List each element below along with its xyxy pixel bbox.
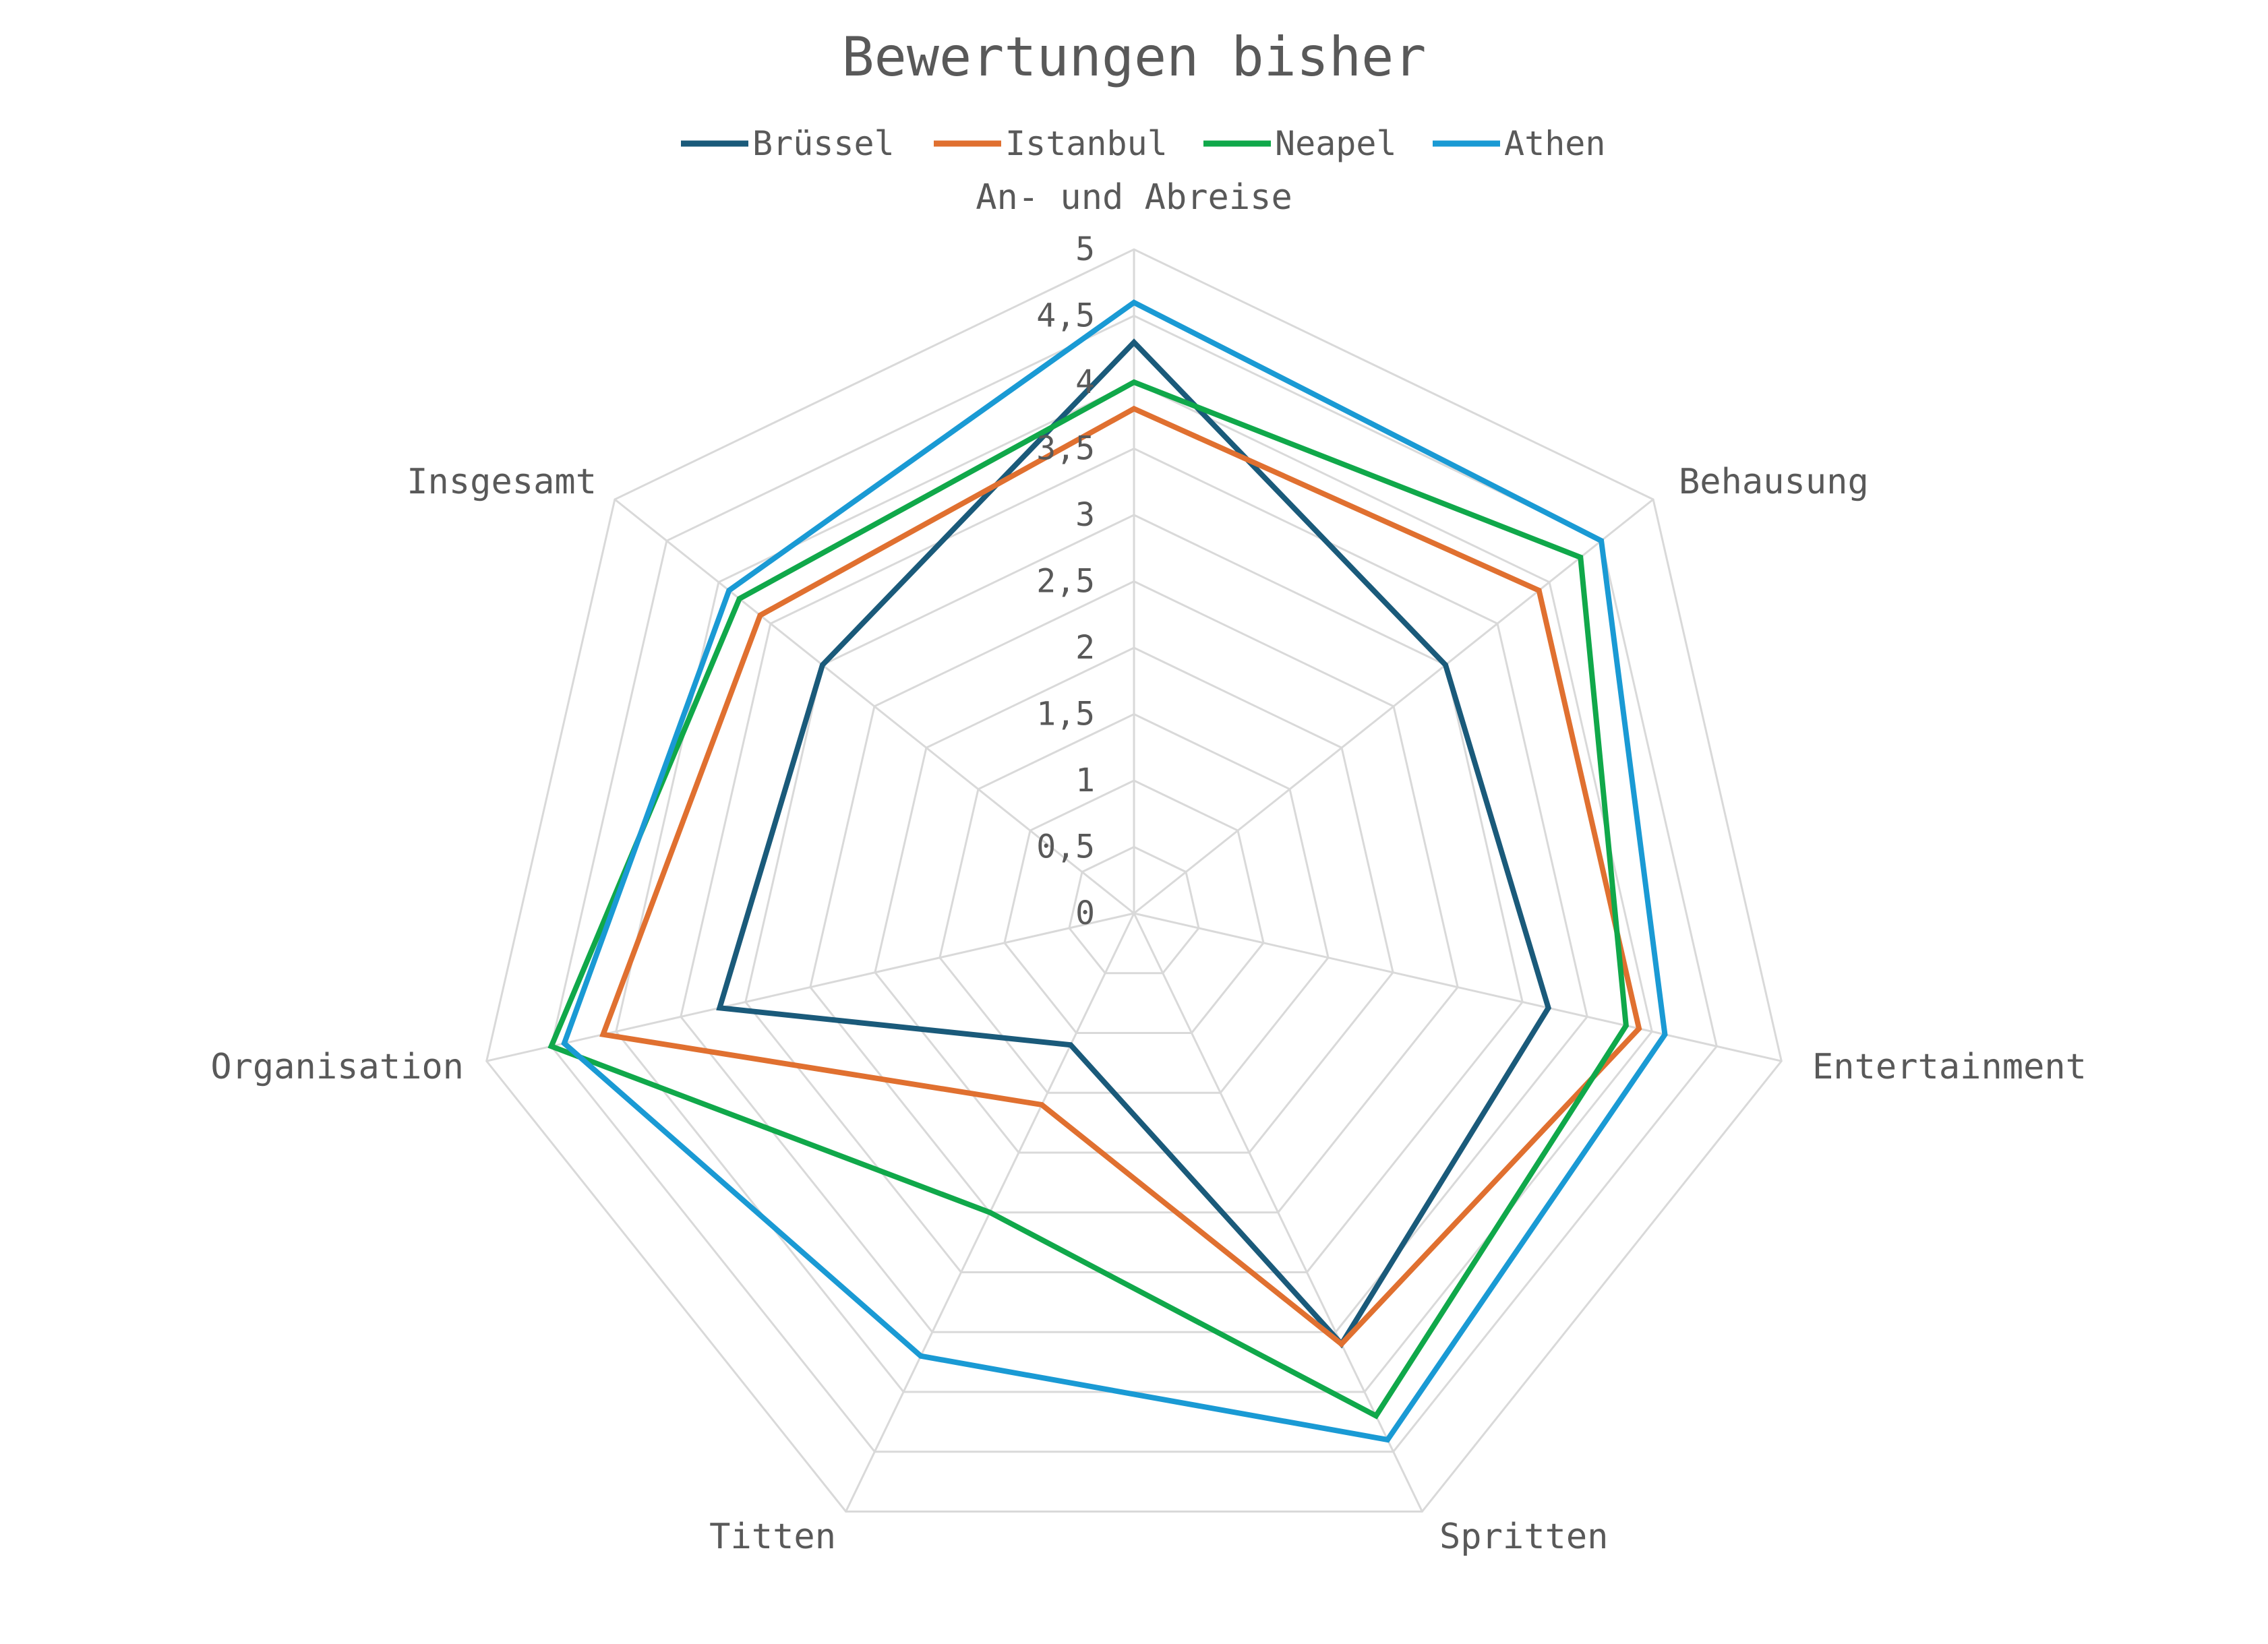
- grid: [485, 248, 1783, 1513]
- tick-label: 3,5: [1036, 430, 1095, 468]
- tick-label: 1: [1075, 762, 1095, 799]
- series-line-brüssel: [716, 338, 1551, 1349]
- axis-label: Behausung: [1679, 462, 1869, 502]
- tick-label: 3: [1075, 496, 1095, 534]
- legend-label: Brüssel: [752, 124, 895, 163]
- tick-label: 0: [1075, 894, 1095, 932]
- legend-label: Neapel: [1275, 124, 1397, 163]
- axis-label: Spritten: [1439, 1517, 1608, 1557]
- chart-title: Bewertungen bisher: [842, 26, 1427, 88]
- grid-ring: [1068, 845, 1200, 975]
- series-layer: [547, 299, 1668, 1443]
- axis-label: Insgesamt: [407, 462, 597, 502]
- tick-label: 2: [1075, 629, 1095, 667]
- tick-label: 0,5: [1036, 828, 1095, 866]
- grid-ring: [874, 646, 1394, 1154]
- grid-spoke: [1133, 498, 1654, 915]
- legend-label: Athen: [1504, 124, 1606, 163]
- axis-label: Entertainment: [1812, 1047, 2087, 1087]
- axis-labels: An- und Abreise Behausung Entertainment Spr…: [210, 177, 2087, 1557]
- tick-label: 2,5: [1036, 563, 1095, 601]
- axis-label: Titten: [709, 1517, 836, 1557]
- grid-spoke: [614, 498, 1135, 915]
- axis-label: Organisation: [210, 1047, 464, 1087]
- tick-labels: 0 0,5 1 1,5 2 2,5 3 3,5 4 4,5 5: [1036, 231, 1095, 932]
- series-line-athen: [561, 299, 1668, 1443]
- legend: Brüssel Istanbul Neapel Athen: [681, 124, 1606, 163]
- grid-ring: [485, 248, 1783, 1513]
- tick-label: 5: [1075, 231, 1095, 268]
- tick-label: 1,5: [1036, 696, 1095, 733]
- series-line-istanbul: [599, 405, 1642, 1348]
- series-line-neapel: [547, 379, 1629, 1420]
- grid-ring: [938, 712, 1330, 1094]
- legend-label: Istanbul: [1005, 124, 1168, 163]
- grid-ring: [550, 314, 1718, 1453]
- grid-ring: [1003, 779, 1265, 1034]
- axis-label: An- und Abreise: [976, 177, 1292, 218]
- grid-spoke: [486, 912, 1135, 1062]
- tick-label: 4,5: [1036, 297, 1095, 335]
- grid-ring: [809, 580, 1459, 1214]
- grid-ring: [680, 447, 1588, 1333]
- grid-spoke: [1133, 912, 1782, 1062]
- grid-ring: [744, 514, 1524, 1273]
- tick-label: 4: [1075, 363, 1095, 401]
